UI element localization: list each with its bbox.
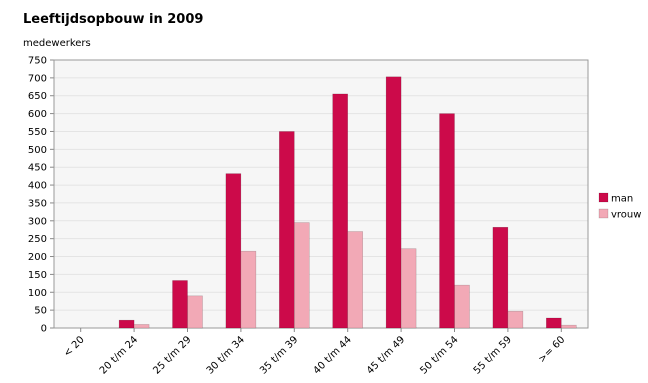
- bar-vrouw: [454, 284, 470, 329]
- bar-man: [492, 226, 509, 329]
- chart-title: Leeftijdsopbouw in 2009: [23, 12, 204, 27]
- x-tick-label: 35 t/m 39: [258, 334, 300, 376]
- x-tick-label: >= 60: [537, 334, 568, 365]
- y-tick-label: 100: [28, 288, 47, 299]
- legend-swatch-man: [598, 192, 609, 203]
- y-tick-label: 600: [28, 109, 47, 120]
- y-tick-label: 500: [28, 145, 47, 156]
- legend-label-man: man: [611, 194, 633, 205]
- y-tick-label: 750: [28, 56, 47, 67]
- x-tick-label: 25 t/m 29: [151, 334, 193, 376]
- y-tick-label: 450: [28, 163, 47, 174]
- legend-label-vrouw: vrouw: [611, 210, 641, 221]
- bar-vrouw: [400, 248, 417, 329]
- bar-man: [439, 113, 455, 329]
- x-tick-label: 45 t/m 49: [365, 334, 407, 376]
- x-tick-label: 40 t/m 44: [312, 334, 354, 376]
- bar-man: [385, 76, 402, 329]
- y-tick-label: 650: [28, 91, 47, 102]
- y-tick-label: 250: [28, 234, 47, 245]
- bar-man: [172, 280, 188, 329]
- bar-man: [225, 173, 242, 329]
- y-tick-label: 0: [41, 324, 47, 335]
- y-tick-label: 150: [28, 270, 47, 281]
- bar-vrouw: [347, 231, 363, 329]
- bar-man: [546, 317, 562, 329]
- plot-border: [53, 59, 589, 329]
- bar-man: [279, 131, 295, 329]
- bar-vrouw: [240, 250, 257, 329]
- bar-vrouw: [294, 222, 310, 329]
- x-tick-label: 55 t/m 59: [472, 334, 514, 376]
- bar-vrouw: [133, 324, 150, 329]
- y-tick-label: 50: [34, 306, 47, 317]
- y-tick-label: 200: [28, 252, 47, 263]
- legend-swatch-vrouw: [598, 208, 609, 219]
- y-tick-label: 400: [28, 181, 47, 192]
- bar-vrouw: [561, 324, 577, 329]
- y-tick-label: 300: [28, 216, 47, 227]
- bar-man: [332, 93, 348, 329]
- bar-man: [118, 319, 135, 329]
- y-tick-label: 350: [28, 198, 47, 209]
- bar-vrouw: [507, 310, 524, 329]
- x-tick-label: < 20: [62, 334, 87, 359]
- y-axis-label: medewerkers: [23, 38, 91, 49]
- bar-vrouw: [187, 295, 203, 329]
- x-tick-label: 20 t/m 24: [98, 334, 140, 376]
- x-tick-label: 50 t/m 54: [418, 334, 460, 376]
- y-tick-label: 550: [28, 127, 47, 138]
- x-tick-label: 30 t/m 34: [205, 334, 247, 376]
- y-tick-label: 700: [28, 73, 47, 84]
